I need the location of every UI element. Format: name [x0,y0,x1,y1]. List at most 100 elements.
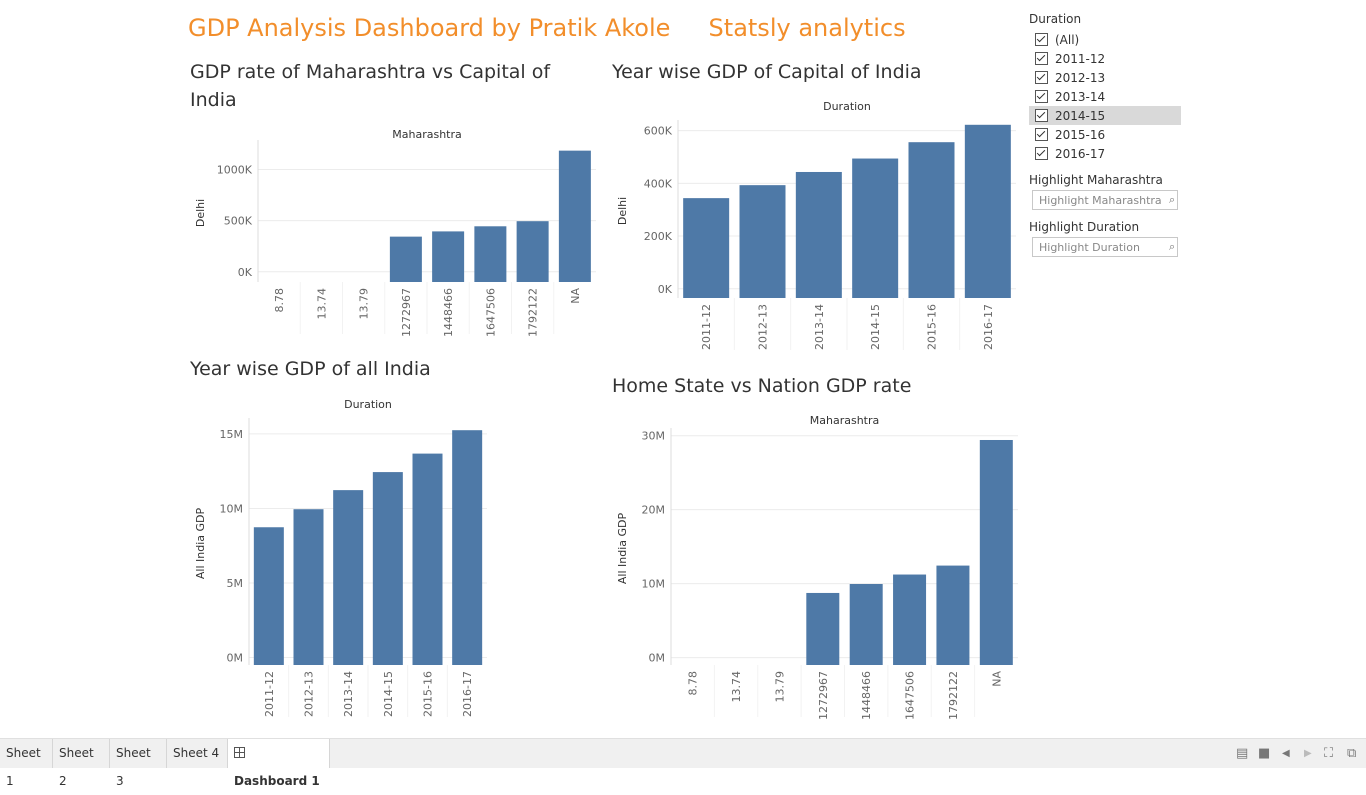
x-tick-label: 13.74 [730,671,743,703]
y-tick-label: 15M [220,428,244,441]
bar[interactable] [852,158,899,298]
bar[interactable] [516,221,549,282]
tab-sheet-3[interactable]: Sheet 3 [110,739,167,788]
fullscreen-icon[interactable]: ⛶ [1324,746,1334,761]
y-tick-label: 10M [642,578,666,591]
y-tick-label: 400K [644,177,673,190]
x-tick-label: 2013-14 [813,304,826,350]
bar[interactable] [683,198,730,298]
x-tick-label: 1272967 [400,288,413,337]
tab-dashboard-1[interactable]: Dashboard 1 [228,739,330,788]
bar[interactable] [806,592,840,665]
bar[interactable] [372,472,403,665]
bar[interactable] [979,439,1013,665]
checkbox-checked-icon[interactable] [1035,128,1048,141]
duration-filter-option[interactable]: 2013-14 [1029,87,1181,106]
dashboard-grid-icon [234,747,245,758]
duration-filter-option-label: (All) [1055,32,1080,47]
bar[interactable] [964,124,1011,298]
sheet-tab-bar: Sheet 1 Sheet 2 Sheet 3 Sheet 4 Dashboar… [0,738,1366,788]
x-tick-label: 1792122 [947,671,960,720]
x-tick-label: 2015-16 [422,671,435,717]
x-tick-label: 2012-13 [757,304,770,350]
bar[interactable] [908,142,955,298]
bar[interactable] [389,236,422,282]
chart-column-header: Maharashtra [810,414,880,427]
x-tick-label: 2015-16 [926,304,939,350]
y-tick-label: 0K [658,283,673,296]
duration-filter-option[interactable]: 2012-13 [1029,68,1181,87]
duration-filter-option-label: 2013-14 [1055,89,1106,104]
duration-filter-option-label: 2011-12 [1055,51,1106,66]
chart-column-header: Maharashtra [392,128,462,141]
checkbox-checked-icon[interactable] [1035,71,1048,84]
show-filmstrip-icon[interactable]: ▤ [1236,746,1249,761]
show-tabs-icon[interactable]: ■ [1258,746,1271,761]
bar[interactable] [849,584,883,665]
duration-filter-option[interactable]: 2011-12 [1029,49,1181,68]
bar[interactable] [936,565,970,665]
y-tick-label: 0M [649,652,666,665]
bar[interactable] [432,231,465,282]
previous-sheet-icon[interactable]: ◀ [1282,748,1290,759]
duration-filter-option[interactable]: 2015-16 [1029,125,1181,144]
x-tick-label: 2016-17 [461,671,474,717]
bar[interactable] [558,150,591,282]
x-tick-label: 2011-12 [700,304,713,350]
sheet-title-maha-vs-capital: GDP rate of Maharashtra vs Capital of In… [190,61,551,111]
y-tick-label: 600K [644,125,673,138]
tab-sheet-4[interactable]: Sheet 4 [167,739,228,768]
duration-filter-options: (All) 2011-12 2012-13 2013-14 2014-15 2015-16… [1029,30,1189,163]
bar[interactable] [452,430,483,665]
chart-home-vs-nation: Maharashtra 0M 10M 20M 30M All India GDP 8.78 1… [616,414,1018,720]
y-axis-label: Delhi [616,197,629,225]
highlight-duration-box: ⌕ [1032,237,1178,257]
duration-filter-option-label: 2015-16 [1055,127,1106,142]
y-tick-label: 500K [224,215,253,228]
y-tick-label: 200K [644,230,673,243]
highlight-maharashtra-input[interactable] [1033,192,1169,208]
x-tick-label: 8.78 [687,671,700,696]
checkbox-checked-icon[interactable] [1035,147,1048,160]
next-sheet-icon[interactable]: ▶ [1304,748,1312,759]
y-tick-label: 0K [238,266,253,279]
bar[interactable] [474,226,507,282]
checkbox-checked-icon[interactable] [1035,109,1048,122]
search-icon[interactable]: ⌕ [1169,193,1176,206]
tab-sheet-1[interactable]: Sheet 1 [0,739,53,788]
bar[interactable] [795,171,842,298]
checkbox-checked-icon[interactable] [1035,33,1048,46]
bar[interactable] [412,453,443,665]
x-tick-label: 2014-15 [869,304,882,350]
x-tick-label: 1647506 [484,288,497,337]
presentation-mode-icon[interactable]: ⧉ [1347,746,1357,761]
duration-filter-option-label: 2014-15 [1055,108,1106,123]
x-tick-label: NA [569,288,582,304]
bar[interactable] [253,527,284,665]
bar[interactable] [333,490,364,665]
chart-column-header: Duration [823,100,871,113]
x-tick-label: 13.79 [358,288,371,320]
chart-india-yearwise: Duration 0M 5M 10M 15M All India GDP 2011-12 20… [194,398,487,717]
y-tick-label: 20M [642,504,666,517]
y-axis-label: All India GDP [194,508,207,580]
search-icon[interactable]: ⌕ [1169,240,1176,253]
checkbox-checked-icon[interactable] [1035,90,1048,103]
dashboard-title: GDP Analysis Dashboard by Pratik Akole S… [188,14,906,42]
bar[interactable] [739,185,786,298]
x-tick-label: 1647506 [904,671,917,720]
y-axis-label: All India GDP [616,513,629,585]
duration-filter-option[interactable]: 2014-15 [1029,106,1181,125]
duration-filter-option[interactable]: (All) [1029,30,1181,49]
bar[interactable] [893,574,927,665]
highlight-duration-input[interactable] [1033,239,1169,255]
checkbox-checked-icon[interactable] [1035,52,1048,65]
chart-column-header: Duration [344,398,392,411]
duration-filter-option[interactable]: 2016-17 [1029,144,1181,163]
highlight-maharashtra-title: Highlight Maharashtra [1029,173,1163,187]
sheet-title-home-vs-nation: Home State vs Nation GDP rate [612,375,912,397]
x-tick-label: 2012-13 [303,671,316,717]
y-tick-label: 1000K [217,164,253,177]
bar[interactable] [293,509,324,665]
tab-sheet-2[interactable]: Sheet 2 [53,739,110,788]
